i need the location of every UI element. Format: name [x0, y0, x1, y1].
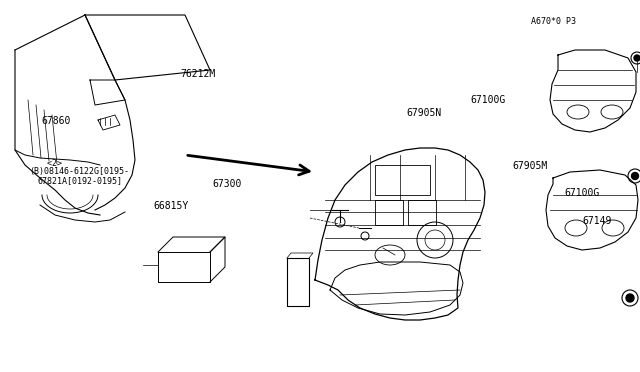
Text: (B)08146-6122G[0195-: (B)08146-6122G[0195- — [29, 167, 129, 176]
Text: A670*0 P3: A670*0 P3 — [531, 17, 576, 26]
Bar — [375, 165, 430, 195]
Circle shape — [632, 173, 639, 180]
Text: 66815Y: 66815Y — [154, 202, 189, 211]
Text: 76212M: 76212M — [180, 70, 216, 79]
Bar — [375, 200, 403, 225]
Text: 67149: 67149 — [582, 217, 612, 226]
Circle shape — [634, 55, 640, 61]
Text: 67821A[0192-0195]: 67821A[0192-0195] — [37, 176, 122, 185]
Bar — [408, 200, 436, 225]
Text: 67100G: 67100G — [564, 189, 600, 198]
Circle shape — [626, 294, 634, 302]
Text: 67905N: 67905N — [406, 109, 442, 118]
Text: 67905M: 67905M — [512, 161, 547, 170]
Text: 67100G: 67100G — [470, 95, 506, 105]
Text: <2>: <2> — [37, 159, 62, 168]
Text: 67300: 67300 — [212, 179, 242, 189]
Text: 67860: 67860 — [41, 116, 70, 126]
